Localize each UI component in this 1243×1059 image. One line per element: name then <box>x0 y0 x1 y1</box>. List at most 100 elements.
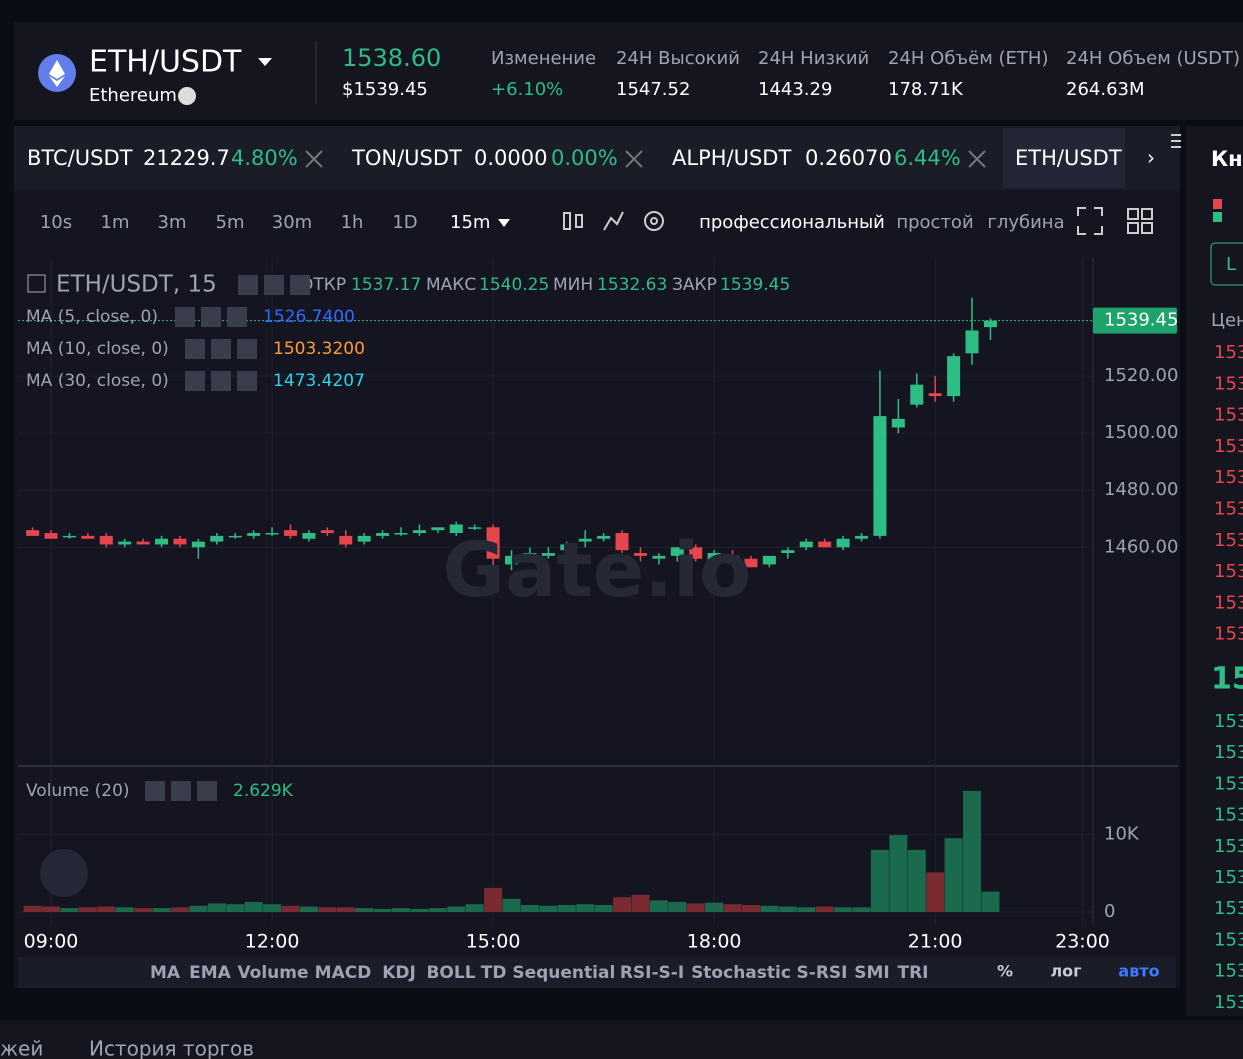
candle-body <box>615 533 629 551</box>
tab-pair[interactable]: TON/USDT <box>351 146 462 170</box>
legend-icon[interactable] <box>201 307 221 327</box>
indicator[interactable]: BOLL <box>426 963 475 983</box>
legend-icon[interactable] <box>264 275 284 295</box>
time-tick-label: 09:00 <box>24 931 79 953</box>
ask-price: 153 <box>1214 561 1243 582</box>
candle-body <box>836 538 850 548</box>
indicator[interactable]: Volume <box>237 963 308 983</box>
volume-bar <box>97 906 116 912</box>
ask-price: 153 <box>1214 624 1243 645</box>
candle-body <box>541 553 555 556</box>
collapse-icon[interactable] <box>27 274 46 293</box>
indicator[interactable]: TRI <box>897 963 928 983</box>
interval[interactable]: 1D <box>392 212 417 233</box>
active-tab[interactable] <box>1003 128 1125 188</box>
interval[interactable]: 3m <box>158 212 187 233</box>
indicator[interactable]: S-RSI <box>797 963 848 983</box>
volume-bar <box>631 894 650 912</box>
volume-label: Volume (20) <box>26 781 130 801</box>
legend-icon[interactable] <box>237 371 257 391</box>
indicator[interactable]: MA <box>150 963 181 983</box>
dropdown-arrow[interactable] <box>258 58 272 66</box>
ma-value: 1526.7400 <box>263 307 355 327</box>
time-tick-label: 23:00 <box>1055 931 1110 953</box>
indicator[interactable]: TD Sequential <box>481 963 616 983</box>
tab-price: 0.26070 <box>805 146 892 170</box>
volume-bar <box>355 908 374 912</box>
legend-icon[interactable] <box>197 781 217 801</box>
indicator[interactable]: MACD <box>315 963 372 983</box>
tab-pair[interactable]: ALPH/USDT <box>672 146 791 170</box>
indicator[interactable]: RSI-S-I <box>620 963 684 983</box>
tab-pair[interactable]: BTC/USDT <box>27 146 133 170</box>
logo-button[interactable] <box>40 849 88 897</box>
pair[interactable]: ETH/USDT <box>89 45 242 80</box>
ohlc-value: 1532.63 <box>597 275 667 295</box>
candle-body <box>99 535 113 545</box>
tool-icons[interactable] <box>563 207 1153 235</box>
candle-body <box>376 533 390 536</box>
interval-arrow[interactable] <box>498 219 510 227</box>
candle-body <box>44 533 58 539</box>
bottom-tab[interactable]: История торгов <box>89 1037 254 1059</box>
info-icon[interactable] <box>178 87 196 105</box>
legend-icon[interactable] <box>238 275 258 295</box>
candle-body <box>855 535 868 539</box>
tab-close[interactable] <box>305 150 323 168</box>
volume-bar <box>189 905 208 912</box>
indicator[interactable]: KDJ <box>382 963 416 983</box>
menu-icon[interactable] <box>1171 134 1181 148</box>
mode[interactable]: глубина <box>987 212 1064 233</box>
volume-bar <box>797 907 816 912</box>
indicator[interactable]: Stochastic <box>691 963 791 983</box>
volume-bar <box>539 905 558 912</box>
tab-scroll[interactable]: › <box>1147 146 1155 170</box>
scale-option[interactable]: авто <box>1118 962 1159 981</box>
legend-icon[interactable] <box>185 339 205 359</box>
interval[interactable]: 30m <box>272 212 312 233</box>
candle-body <box>173 538 187 545</box>
mode[interactable]: профессиональный <box>699 212 885 233</box>
book-icon-green <box>1213 212 1222 222</box>
tab-close[interactable] <box>625 150 643 168</box>
candle-body <box>726 555 740 562</box>
indicator[interactable]: SMI <box>854 963 890 983</box>
bid-price: 153 <box>1214 836 1243 857</box>
indicator[interactable]: EMA <box>189 963 232 983</box>
scale-option[interactable]: % <box>997 962 1013 981</box>
legend-icon[interactable] <box>145 781 165 801</box>
side-label[interactable]: L <box>1226 254 1236 275</box>
interval[interactable]: 5m <box>216 212 245 233</box>
candle-body <box>523 553 537 559</box>
candle-body <box>781 550 795 554</box>
candle-body <box>910 384 924 405</box>
legend-icon[interactable] <box>237 339 257 359</box>
legend-icon[interactable] <box>175 307 195 327</box>
mode[interactable]: простой <box>896 212 973 233</box>
stat-value: 1443.29 <box>758 79 832 100</box>
legend-icon[interactable] <box>185 371 205 391</box>
legend-icon[interactable] <box>211 339 231 359</box>
bottom-bar: MA EMA Volume MACD KDJ BOLL TD Sequential RSI-S… <box>0 962 1160 1059</box>
candle-body <box>449 524 463 534</box>
scale-option[interactable]: лог <box>1050 962 1081 981</box>
interval[interactable]: 1h <box>341 212 364 233</box>
legend-icon[interactable] <box>227 307 247 327</box>
side-box[interactable] <box>1210 242 1243 286</box>
bottom-tab[interactable]: жей <box>0 1037 43 1059</box>
volume-bar <box>410 908 429 912</box>
interval[interactable]: 1m <box>101 212 130 233</box>
candle-body <box>265 533 279 535</box>
legend-icon[interactable] <box>171 781 191 801</box>
interval[interactable]: 10s <box>40 212 72 233</box>
volume-tick-label: 0 <box>1104 901 1115 922</box>
volume-bar <box>502 898 521 912</box>
active-interval[interactable]: 15m <box>450 212 490 233</box>
legend-icon[interactable] <box>290 275 310 295</box>
legend-icon[interactable] <box>211 371 231 391</box>
tab-close[interactable] <box>968 150 986 168</box>
candle-body <box>468 527 482 529</box>
tab-pair[interactable]: ETH/USDT <box>1015 146 1122 170</box>
candle-body <box>431 527 445 531</box>
volume-bar <box>741 905 760 912</box>
